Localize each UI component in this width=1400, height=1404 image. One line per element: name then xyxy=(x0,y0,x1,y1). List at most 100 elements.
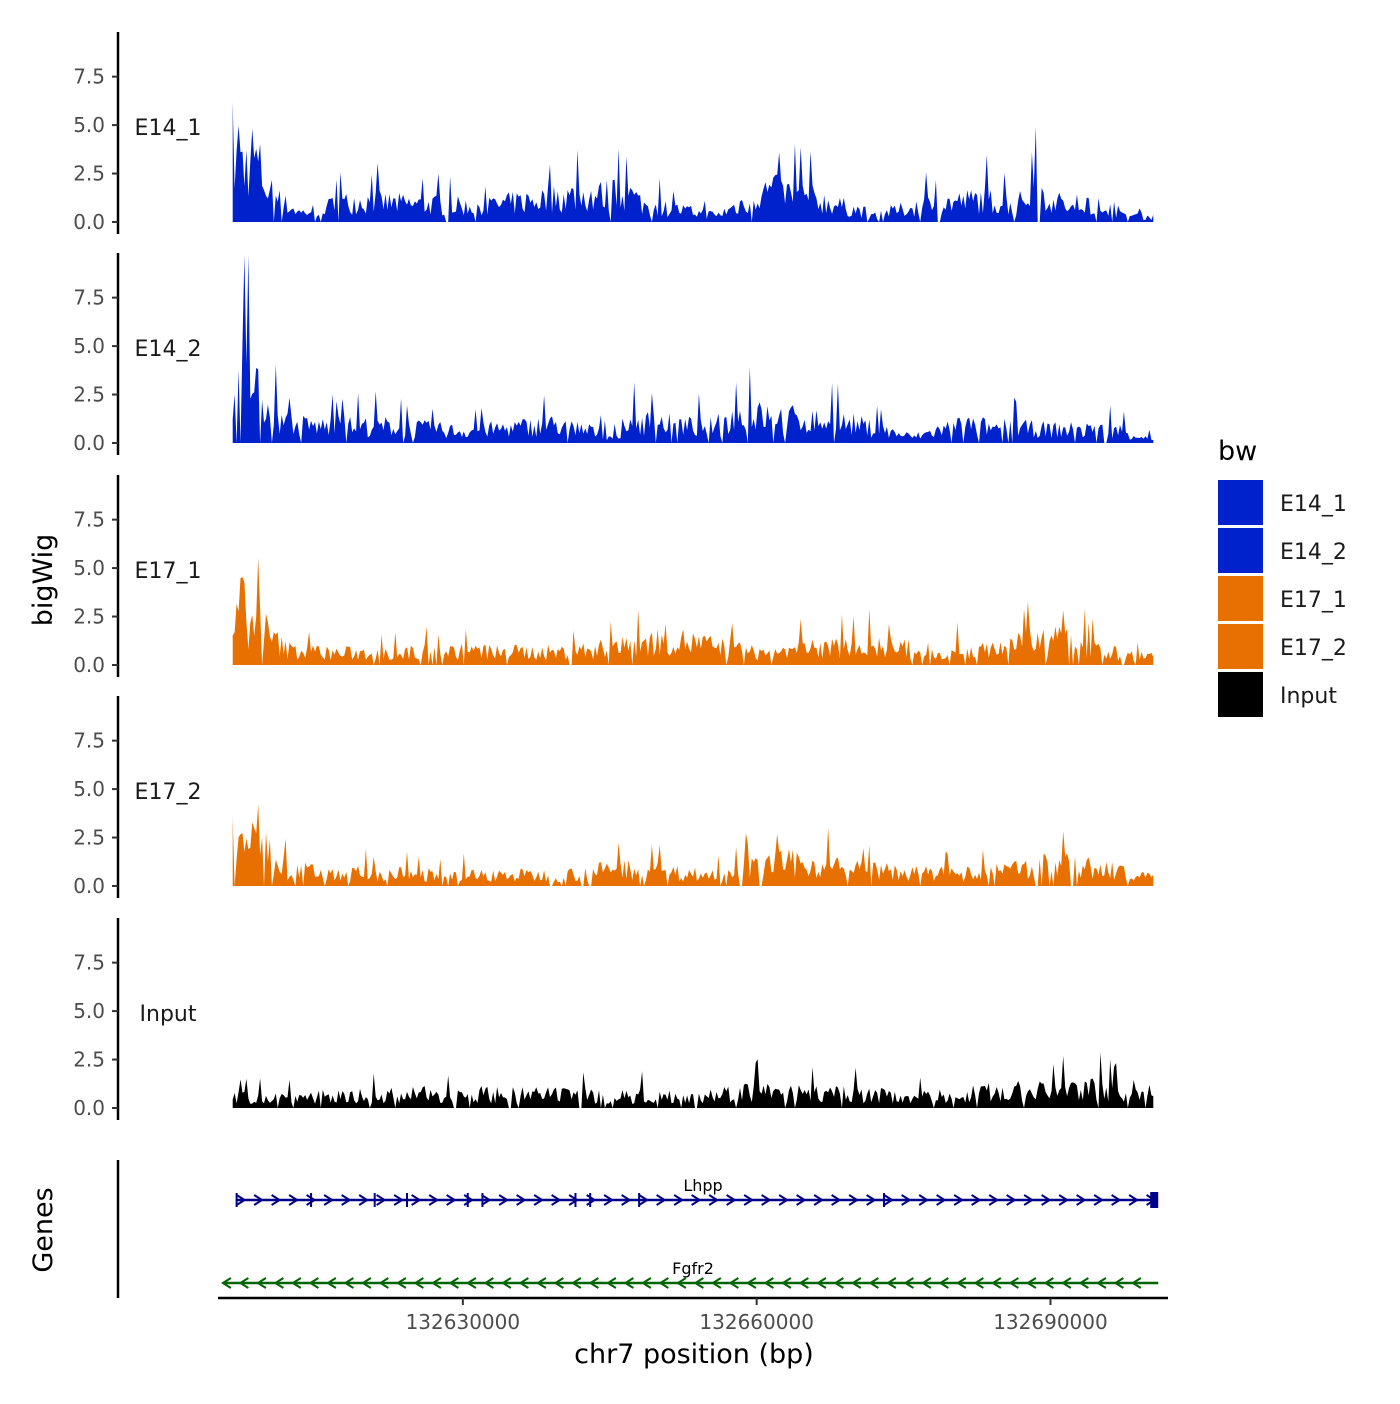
strand-arrow xyxy=(1026,1277,1037,1289)
gene-Fgfr2: Fgfr2 xyxy=(221,1259,1159,1289)
strand-arrow xyxy=(466,1277,477,1289)
legend-key-E17_1 xyxy=(1218,576,1263,621)
strand-arrow xyxy=(638,1194,649,1206)
y-tick-label: 2.5 xyxy=(73,383,105,407)
strand-arrow xyxy=(308,1277,319,1289)
y-tick-label: 5.0 xyxy=(73,777,105,801)
strand-arrow xyxy=(1093,1194,1104,1206)
y-tick-label: 5.0 xyxy=(73,999,105,1023)
y-tick-label: 7.5 xyxy=(73,729,105,753)
track-panel-E14_2: 0.0 2.5 5.0 7.5 E14_2 xyxy=(73,253,1154,455)
strand-arrow xyxy=(1131,1277,1142,1289)
strand-arrow xyxy=(411,1194,422,1206)
strand-arrow xyxy=(953,1194,964,1206)
strand-arrow xyxy=(606,1277,617,1289)
strand-arrow xyxy=(256,1277,267,1289)
strand-arrow xyxy=(518,1277,529,1289)
legend-key-E14_1 xyxy=(1218,480,1263,525)
y-tick-label: 5.0 xyxy=(73,334,105,358)
strand-arrow xyxy=(1008,1277,1019,1289)
y-tick-label: 0.0 xyxy=(73,431,105,455)
strand-arrow xyxy=(568,1194,579,1206)
y-tick-label: 7.5 xyxy=(73,65,105,89)
strand-arrow xyxy=(781,1277,792,1289)
strand-arrow xyxy=(656,1194,667,1206)
strand-arrow xyxy=(918,1194,929,1206)
strand-arrow xyxy=(1076,1194,1087,1206)
y-tick-label: 7.5 xyxy=(73,286,105,310)
strand-arrow xyxy=(938,1277,949,1289)
strand-arrow xyxy=(868,1277,879,1289)
strand-arrow xyxy=(728,1277,739,1289)
strand-arrow xyxy=(448,1277,459,1289)
strand-arrow xyxy=(903,1277,914,1289)
strand-arrow xyxy=(361,1277,372,1289)
track-panel-Input: 0.0 2.5 5.0 7.5 Input xyxy=(73,918,1154,1120)
strand-arrow xyxy=(376,1194,387,1206)
coverage-area-E14_1 xyxy=(232,101,1154,222)
strand-arrow xyxy=(1128,1194,1139,1206)
strand-arrow xyxy=(936,1194,947,1206)
strand-arrow xyxy=(1006,1194,1017,1206)
genes-track-title: Genes xyxy=(28,1187,59,1272)
strand-arrow xyxy=(796,1194,807,1206)
strand-arrow xyxy=(658,1277,669,1289)
coverage-area-Input xyxy=(232,1052,1154,1108)
strand-arrow xyxy=(553,1277,564,1289)
coverage-area-E17_1 xyxy=(232,557,1154,665)
strand-arrow xyxy=(483,1277,494,1289)
gene-label: Lhpp xyxy=(683,1176,722,1195)
x-tick-label: 132630000 xyxy=(406,1310,521,1334)
strand-arrow xyxy=(378,1277,389,1289)
strand-arrow xyxy=(481,1194,492,1206)
strand-arrow xyxy=(726,1194,737,1206)
strand-arrow xyxy=(396,1277,407,1289)
strand-arrow xyxy=(743,1194,754,1206)
strand-arrow xyxy=(1111,1194,1122,1206)
y-tick-label: 5.0 xyxy=(73,556,105,580)
track-label: E14_2 xyxy=(135,337,202,362)
strand-arrow xyxy=(676,1277,687,1289)
y-tick-label: 0.0 xyxy=(73,210,105,234)
strand-arrow xyxy=(498,1194,509,1206)
strand-arrow xyxy=(831,1194,842,1206)
y-tick-label: 7.5 xyxy=(73,951,105,975)
y-tick-label: 0.0 xyxy=(73,1096,105,1120)
strand-arrow xyxy=(778,1194,789,1206)
strand-arrow xyxy=(288,1194,299,1206)
track-label: Input xyxy=(140,1002,197,1027)
y-tick-label: 5.0 xyxy=(73,113,105,137)
strand-arrow xyxy=(883,1194,894,1206)
strand-arrow xyxy=(641,1277,652,1289)
x-axis: 132630000 132660000 132690000 xyxy=(218,1296,1168,1334)
strand-arrow xyxy=(798,1277,809,1289)
strand-arrow xyxy=(1058,1194,1069,1206)
strand-arrow xyxy=(763,1277,774,1289)
strand-arrow xyxy=(833,1277,844,1289)
x-axis-title: chr7 position (bp) xyxy=(574,1339,814,1370)
strand-arrow xyxy=(991,1277,1002,1289)
strand-arrow xyxy=(1043,1277,1054,1289)
strand-arrow xyxy=(746,1277,757,1289)
strand-arrow xyxy=(988,1194,999,1206)
y-tick-label: 7.5 xyxy=(73,508,105,532)
strand-arrow xyxy=(273,1277,284,1289)
y-axis-title: bigWig xyxy=(28,534,59,627)
strand-arrow xyxy=(673,1194,684,1206)
strand-arrow xyxy=(813,1194,824,1206)
strand-arrow xyxy=(693,1277,704,1289)
strand-arrow xyxy=(221,1277,232,1289)
strand-arrow xyxy=(623,1277,634,1289)
genes-layer: Lhpp Fgfr2 xyxy=(116,1160,1159,1298)
strand-arrow xyxy=(393,1194,404,1206)
y-tick-label: 2.5 xyxy=(73,605,105,629)
legend-label: E17_2 xyxy=(1280,636,1347,661)
y-tick-label: 0.0 xyxy=(73,653,105,677)
gene-end-block xyxy=(1150,1192,1159,1208)
strand-arrow xyxy=(956,1277,967,1289)
strand-arrow xyxy=(238,1277,249,1289)
strand-arrow xyxy=(1113,1277,1124,1289)
legend-label: E17_1 xyxy=(1280,588,1347,613)
